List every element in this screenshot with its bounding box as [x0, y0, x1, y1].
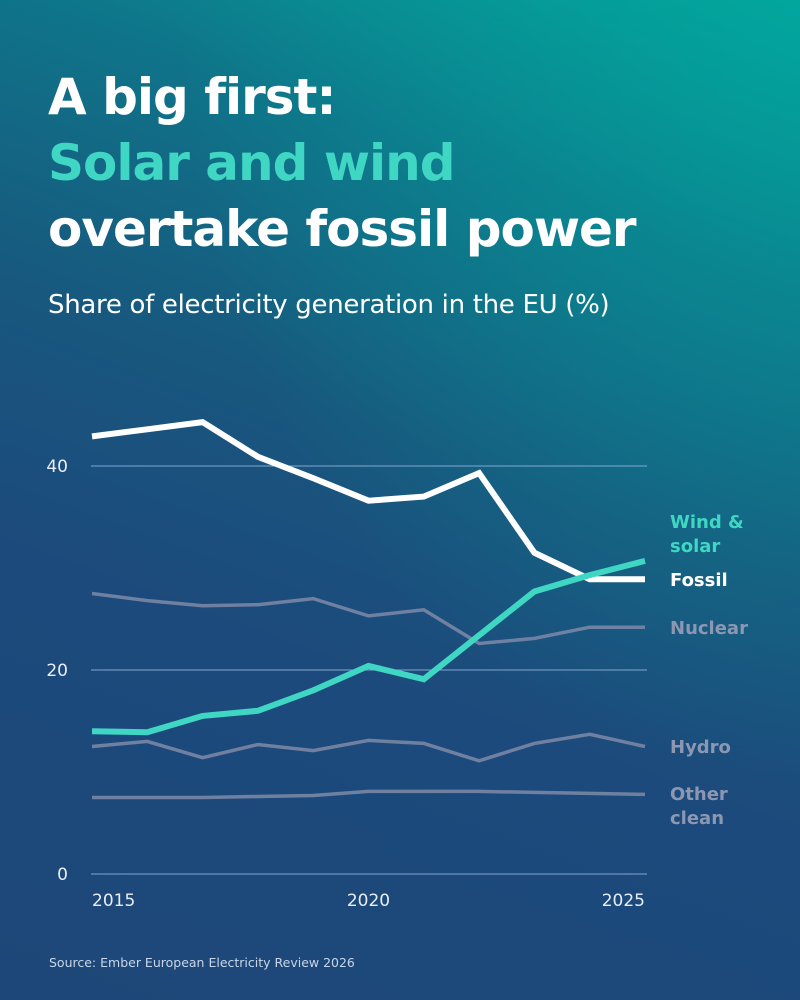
series-label-hydro: Hydro [670, 737, 731, 758]
series-line-other-clean [92, 789, 646, 800]
x-axis-ticks: 2015 2020 2025 [92, 891, 645, 911]
series-label-fossil: Fossil [670, 570, 728, 591]
title-line-2-highlight: Solar and wind [48, 134, 456, 192]
series-line-nuclear [91, 591, 645, 646]
series-line-fossil [91, 418, 645, 583]
series-label-nuclear: Nuclear [670, 618, 748, 639]
y-tick-label: 20 [46, 661, 68, 681]
chart-subtitle: Share of electricity generation in the E… [48, 290, 610, 320]
x-tick-label: 2015 [92, 891, 135, 911]
series-label-other-clean: Other clean [670, 784, 728, 829]
y-tick-label: 40 [46, 457, 68, 477]
title-line-1: A big first: [48, 68, 336, 126]
title-line-3: overtake fossil power [48, 200, 637, 258]
series-lines [91, 418, 646, 800]
x-tick-label: 2020 [347, 891, 390, 911]
y-axis-ticks: 0 20 40 [46, 457, 68, 885]
y-tick-label: 0 [57, 865, 68, 885]
series-labels: Fossil Wind & solar Nuclear Hydro Other clean [670, 512, 748, 829]
source-note: Source: Ember European Electricity Revie… [49, 955, 355, 970]
gridlines [91, 465, 647, 875]
x-tick-label: 2025 [602, 891, 645, 911]
series-line-hydro [91, 732, 646, 763]
page-title: A big first: Solar and wind overtake fos… [48, 64, 637, 262]
series-line-wind-solar [91, 557, 646, 736]
series-label-wind-solar: Wind & solar [670, 512, 744, 557]
